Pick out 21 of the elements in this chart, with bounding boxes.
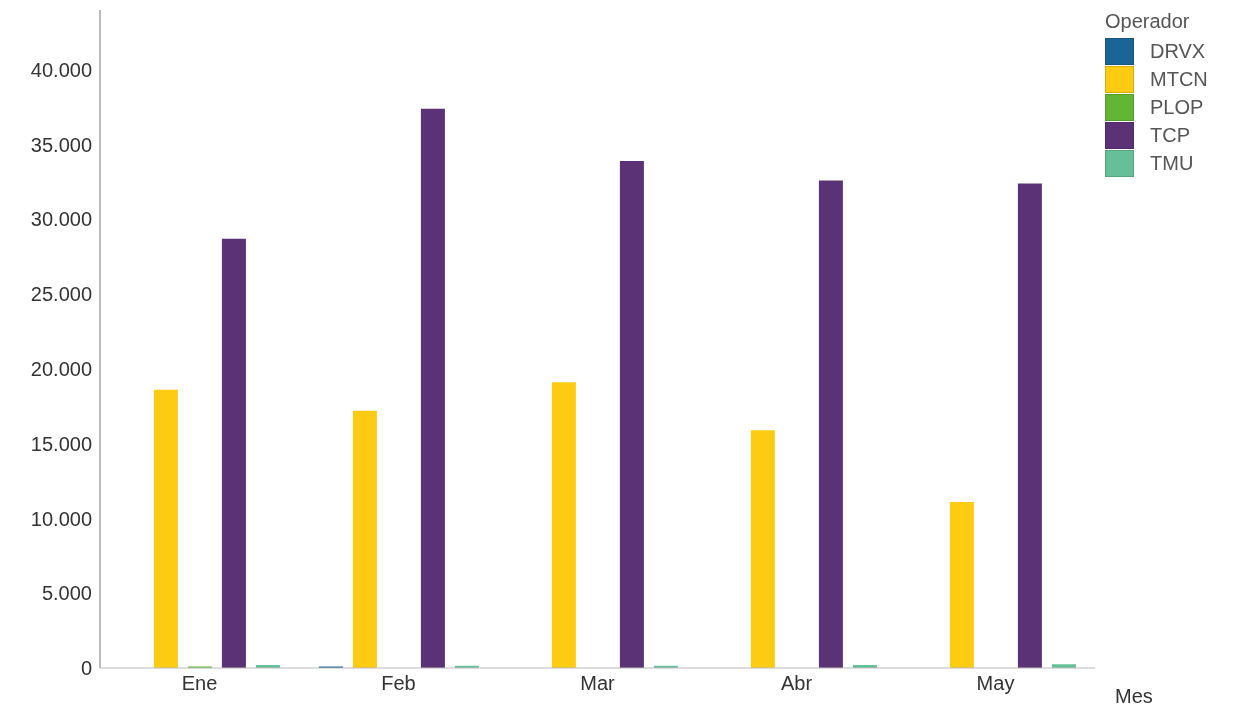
y-tick-label: 35.000 (30, 133, 92, 156)
legend-label: DRVX (1150, 39, 1206, 63)
legend-label: TMU (1150, 151, 1194, 175)
legend-label: PLOP (1150, 95, 1204, 119)
y-tick-label: 15.000 (30, 432, 92, 455)
x-tick-label: Abr (780, 672, 813, 695)
x-tick-label: May (976, 672, 1015, 695)
x-tick-label: Ene (181, 672, 218, 695)
legend-label: MTCN (1150, 67, 1208, 91)
y-tick-label: 5.000 (41, 582, 92, 605)
legend-label: TCP (1150, 123, 1190, 147)
y-tick-label: 30.000 (30, 208, 92, 231)
x-tick-label: Feb (381, 672, 416, 695)
y-tick-label: 0 (80, 657, 92, 680)
x-axis-title: Mes (1115, 685, 1153, 708)
legend-title: Operador (1105, 10, 1191, 33)
y-tick-label: 40.000 (30, 58, 92, 81)
y-tick-label: 25.000 (30, 283, 92, 306)
x-tick-label: Mar (580, 672, 616, 695)
y-tick-label: 20.000 (30, 358, 92, 381)
y-tick-label: 10.000 (30, 507, 92, 530)
